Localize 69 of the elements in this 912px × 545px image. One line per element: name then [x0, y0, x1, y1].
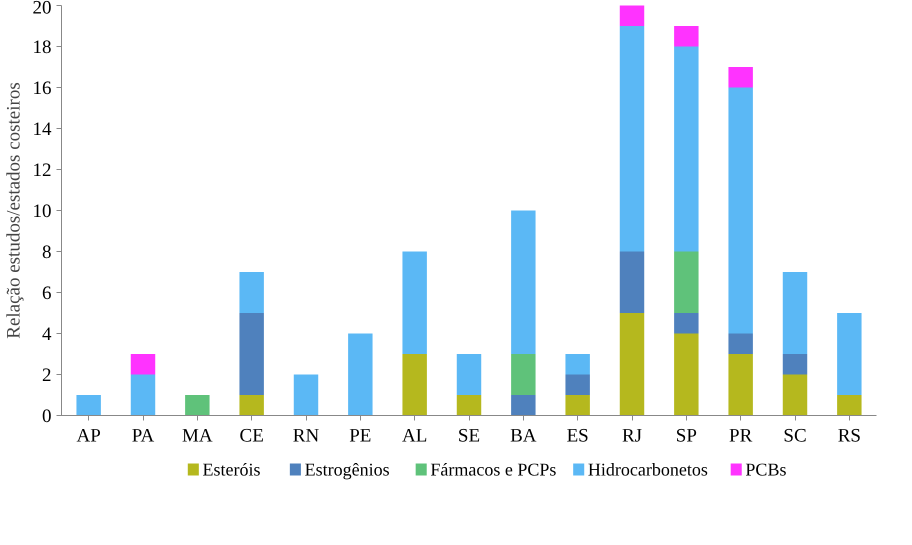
bar	[620, 252, 644, 313]
legend-label: PCBs	[745, 460, 786, 480]
x-tick-label: PE	[349, 426, 372, 446]
bar	[782, 354, 808, 374]
bar	[728, 354, 753, 416]
x-tick-label: SE	[458, 426, 480, 446]
bar	[837, 313, 862, 395]
y-tick-label: 6	[42, 283, 52, 304]
bar	[674, 26, 699, 46]
bar	[674, 252, 699, 313]
bar	[130, 354, 156, 374]
y-tick-label: 14	[32, 119, 52, 140]
bar	[620, 313, 644, 416]
bar	[402, 354, 427, 416]
bar	[239, 272, 264, 313]
legend-label: Hidrocarbonetos	[588, 460, 708, 480]
bar	[565, 374, 590, 395]
bar	[511, 354, 536, 395]
x-tick-label: RJ	[622, 426, 642, 446]
y-tick-label: 10	[32, 201, 52, 222]
bar	[185, 395, 210, 416]
y-tick-label: 0	[42, 406, 52, 427]
bar	[674, 313, 699, 334]
bar	[511, 395, 536, 416]
x-tick-label: RS	[838, 426, 861, 446]
x-tick-label: PR	[729, 426, 753, 446]
y-tick-label: 2	[42, 365, 52, 386]
bar	[511, 210, 536, 354]
x-tick-label: PA	[132, 426, 155, 446]
x-tick-label: SP	[676, 426, 697, 446]
x-tick-label: RN	[292, 426, 320, 446]
bar	[456, 354, 482, 395]
legend-label: Estrogênios	[304, 460, 390, 480]
bar	[239, 313, 264, 395]
y-tick-label: 12	[32, 160, 52, 181]
bar	[782, 272, 808, 354]
x-tick-label: AL	[402, 426, 428, 446]
x-tick-label: CE	[240, 426, 264, 446]
y-tick-label: 18	[32, 37, 52, 58]
bar	[728, 67, 753, 88]
bar	[782, 374, 808, 416]
bar	[565, 395, 590, 416]
bar	[348, 334, 373, 416]
bar	[620, 6, 644, 26]
x-tick-label: ES	[566, 426, 589, 446]
bar	[837, 395, 862, 416]
y-tick-label: 4	[42, 324, 52, 345]
bar	[565, 354, 590, 374]
bar	[402, 252, 427, 354]
y-tick-label: 8	[42, 242, 52, 263]
bar	[130, 374, 156, 416]
y-axis-title: Relação estudos/estados costeiros	[4, 82, 24, 339]
legend-label: Fármacos e PCPs	[430, 460, 556, 480]
bar	[728, 334, 753, 354]
bar	[239, 395, 264, 416]
bar	[674, 46, 699, 252]
bar	[76, 395, 101, 416]
y-tick-label: 16	[32, 78, 52, 99]
bar	[674, 334, 699, 416]
bar	[728, 88, 753, 334]
bar	[620, 26, 644, 252]
x-tick-label: BA	[510, 426, 537, 446]
y-tick-label: 20	[32, 0, 52, 18]
x-tick-label: SC	[783, 426, 807, 446]
x-tick-label: AP	[76, 426, 101, 446]
bar	[456, 395, 482, 416]
legend-label: Esteróis	[202, 460, 261, 480]
bar	[294, 374, 318, 416]
x-tick-label: MA	[182, 426, 213, 446]
